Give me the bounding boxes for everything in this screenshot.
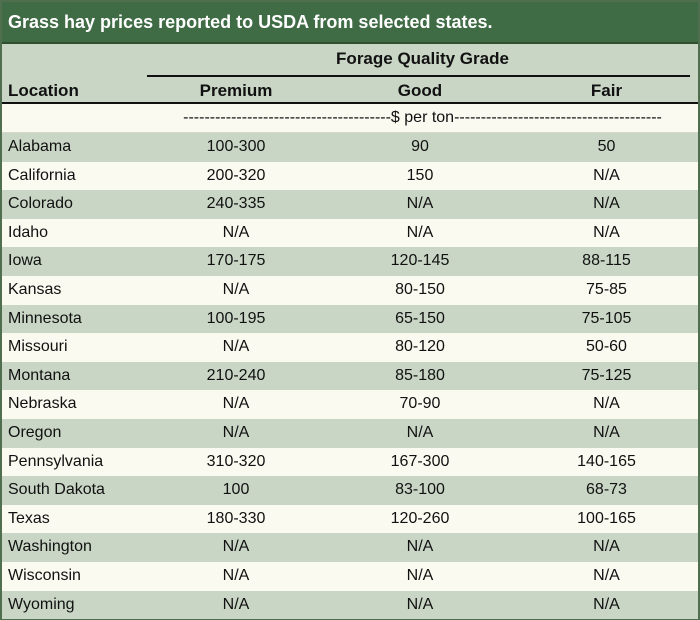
fair-cell: 75-125 [581,366,632,384]
fair-cell: N/A [593,395,620,413]
table-body: Alabama 100-300 90 50 California 200-320 150 N/… [2,133,698,620]
location-cell: Wisconsin [8,566,81,584]
location-cell: Washington [8,538,92,556]
premium-cell: 180-330 [206,509,266,527]
premium-cell: N/A [222,538,250,556]
table-row: Texas 180-330 120-260 100-165 [2,504,698,534]
fair-column-header: Fair [590,81,623,100]
fair-cell: 100-165 [577,509,636,527]
table-row: Minnesota 100-195 65-150 75-105 [2,304,698,334]
table-row: Washington N/A N/A N/A [2,533,698,562]
good-cell: 80-150 [395,280,445,298]
location-cell: Minnesota [8,309,82,327]
fair-cell: N/A [593,566,620,584]
premium-cell: N/A [222,280,250,298]
location-cell: Colorado [8,195,73,213]
premium-cell: 240-335 [206,195,266,213]
table-row: Kansas N/A 80-150 75-85 [2,275,698,305]
premium-cell: 210-240 [206,366,266,384]
good-cell: 120-260 [390,509,450,527]
good-cell: 65-150 [395,309,445,327]
units-row: ---------------------------------------$… [2,104,698,133]
location-cell: Iowa [8,252,42,270]
premium-column-header: Premium [199,81,273,100]
fair-cell: N/A [593,166,620,184]
premium-cell: 100-195 [206,309,266,327]
good-cell: N/A [406,538,434,556]
table-title: Grass hay prices reported to USDA from s… [2,2,698,44]
table-row: Wisconsin N/A N/A N/A [2,561,698,591]
table-row: Alabama 100-300 90 50 [2,133,698,162]
forage-quality-grade-header: Forage Quality Grade [336,49,509,68]
units-label: ---------------------------------------$… [183,109,662,126]
location-cell: Pennsylvania [8,452,104,470]
fair-cell: N/A [593,423,620,441]
premium-cell: N/A [222,338,250,356]
premium-cell: 100-300 [206,138,266,155]
location-cell: Idaho [8,223,49,241]
location-cell: Missouri [8,338,68,356]
good-cell: 70-90 [399,395,441,413]
good-cell: N/A [406,566,434,584]
table-row: South Dakota 100 83-100 68-73 [2,476,698,505]
fair-cell: 75-85 [586,280,627,298]
good-cell: 85-180 [395,366,445,384]
premium-cell: N/A [222,223,250,241]
premium-cell: N/A [222,423,250,441]
fair-cell: N/A [593,538,620,556]
table-row: Pennsylvania 310-320 167-300 140-165 [2,447,698,477]
location-cell: California [8,166,76,184]
location-column-header: Location [8,81,79,100]
table-row: California 200-320 150 N/A [2,161,698,191]
good-cell: 83-100 [395,481,445,499]
table-row: Wyoming N/A N/A N/A [2,590,698,620]
premium-cell: 100 [222,481,250,499]
good-cell: N/A [406,595,434,613]
location-cell: South Dakota [8,481,105,499]
premium-cell: N/A [222,595,250,613]
good-column-header: Good [397,81,443,100]
good-cell: N/A [406,195,434,213]
fair-cell: N/A [593,595,620,613]
table-row: Colorado 240-335 N/A N/A [2,190,698,219]
premium-cell: 310-320 [206,452,266,470]
location-cell: Alabama [8,138,72,155]
table-row: Idaho N/A N/A N/A [2,218,698,248]
table-row: Iowa 170-175 120-145 88-115 [2,247,698,276]
fair-cell: N/A [593,195,620,213]
location-cell: Texas [8,509,50,527]
good-cell: 90 [411,138,429,155]
table-row: Montana 210-240 85-180 75-125 [2,361,698,391]
good-cell: 150 [406,166,434,184]
fair-cell: 68-73 [586,481,627,499]
fair-cell: 50-60 [586,338,627,356]
location-cell: Oregon [8,423,62,441]
fair-cell: 88-115 [582,252,631,270]
table-row: Missouri N/A 80-120 50-60 [2,333,698,362]
table-row: Oregon N/A N/A N/A [2,418,698,448]
premium-cell: N/A [222,395,250,413]
premium-cell: N/A [222,566,250,584]
fair-cell: N/A [593,223,620,241]
location-cell: Montana [8,366,71,384]
good-cell: 167-300 [390,452,450,470]
good-cell: 120-145 [390,252,450,270]
table-row: Nebraska N/A 70-90 N/A [2,390,698,419]
fair-cell: 140-165 [577,452,636,470]
good-cell: 80-120 [395,338,445,356]
fair-cell: 75-105 [581,309,632,327]
location-cell: Wyoming [8,595,75,613]
location-cell: Nebraska [8,395,77,413]
good-cell: N/A [406,223,434,241]
fair-cell: 50 [597,138,616,155]
header-separator [2,102,698,104]
good-cell: N/A [406,423,434,441]
premium-cell: 200-320 [206,166,266,184]
premium-cell: 170-175 [206,252,266,270]
location-cell: Kansas [8,280,62,298]
group-header-rule [147,75,690,77]
table-header: Forage Quality Grade Location Premium Go… [2,44,698,104]
